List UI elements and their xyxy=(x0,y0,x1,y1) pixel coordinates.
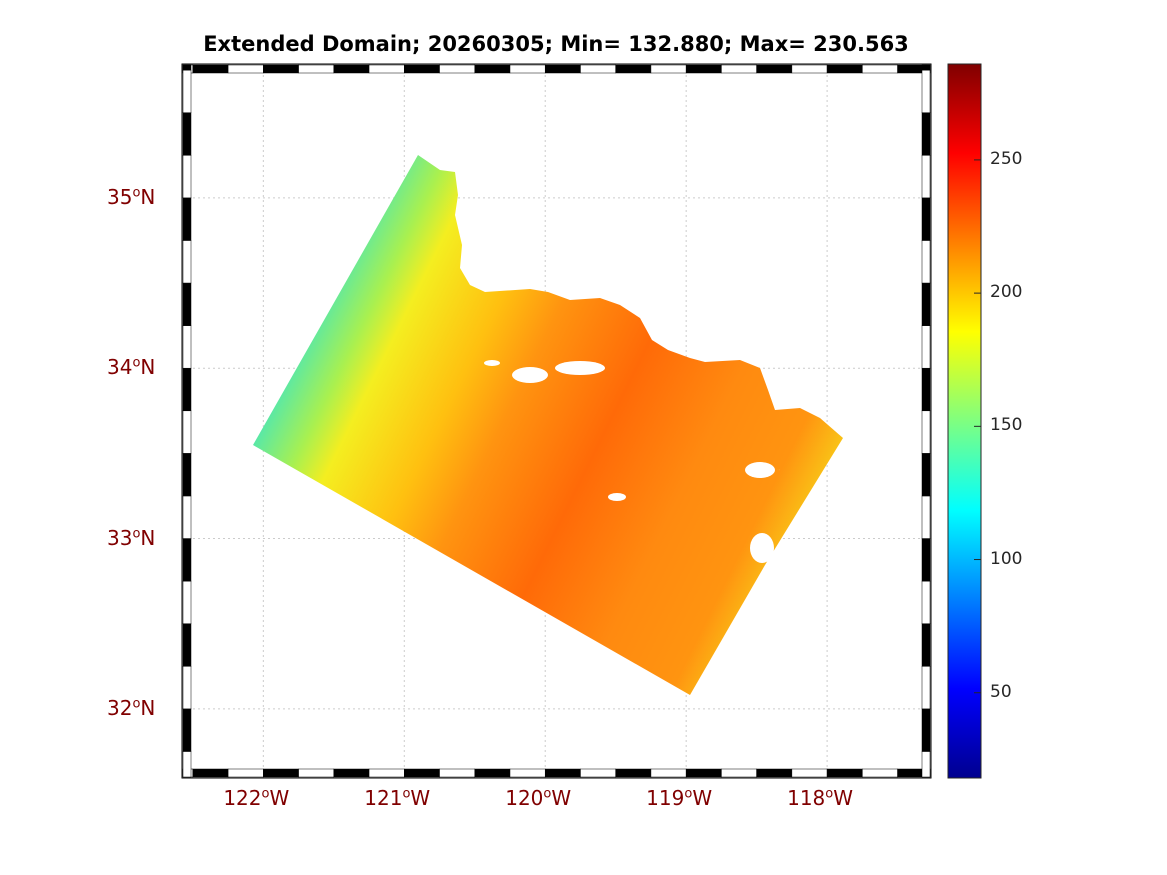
frame-segment xyxy=(182,410,192,454)
y-tick-label: 35oN xyxy=(107,184,156,209)
frame-segment xyxy=(263,64,299,74)
frame-segment xyxy=(921,495,931,539)
frame-segment xyxy=(182,708,192,752)
frame-segment xyxy=(921,453,931,497)
frame-segment xyxy=(298,768,335,778)
frame-segment xyxy=(685,768,722,778)
frame-segment xyxy=(921,708,931,752)
x-tick-label: 118oW xyxy=(787,786,854,810)
frame-segment xyxy=(615,768,652,778)
frame-segment xyxy=(333,768,370,778)
frame-segment xyxy=(298,64,335,74)
frame-segment xyxy=(182,64,192,71)
frame-segment xyxy=(921,112,931,156)
frame-segment xyxy=(756,64,793,74)
frame-segment xyxy=(404,768,440,778)
frame-segment xyxy=(580,768,616,778)
frame-segment xyxy=(580,64,616,74)
frame-segment xyxy=(368,64,405,74)
frame-segment xyxy=(509,768,546,778)
map-frame xyxy=(181,63,932,779)
frame-segment xyxy=(921,623,931,667)
frame-segment xyxy=(182,240,192,284)
frame-segment xyxy=(921,240,931,284)
frame-segment xyxy=(791,64,828,74)
frame-segment xyxy=(227,64,264,74)
frame-segment xyxy=(862,64,898,74)
colorbar-tick-label: 200 xyxy=(990,282,1023,303)
y-tick-label: 32oN xyxy=(107,695,156,720)
frame-segment xyxy=(182,623,192,667)
frame-segment xyxy=(921,580,931,624)
frame-segment xyxy=(826,768,863,778)
y-tick-label: 34oN xyxy=(107,355,156,380)
frame-segment xyxy=(921,666,931,710)
data-swath-south xyxy=(690,440,780,695)
frame-segment xyxy=(921,325,931,369)
frame-segment xyxy=(182,325,192,369)
frame-segment xyxy=(721,64,757,74)
frame-segment xyxy=(721,768,757,778)
frame-segment xyxy=(921,751,931,778)
frame-segment xyxy=(182,580,192,624)
frame-segment xyxy=(182,751,192,778)
frame-segment xyxy=(474,768,511,778)
frame-segment xyxy=(862,768,898,778)
frame-segment xyxy=(182,155,192,199)
frame-segment xyxy=(182,453,192,497)
frame-segment xyxy=(921,538,931,582)
frame-segment xyxy=(439,768,476,778)
frame-segment xyxy=(650,64,687,74)
colorbar-tick-label: 250 xyxy=(990,148,1023,169)
frame-segment xyxy=(826,64,863,74)
frame-segment xyxy=(921,367,931,412)
frame-segment xyxy=(650,768,687,778)
islands xyxy=(484,360,775,563)
frame-segment xyxy=(791,768,828,778)
frame-segment xyxy=(685,64,722,74)
frame-segment xyxy=(182,69,192,113)
frame-segment xyxy=(615,64,652,74)
frame-segment xyxy=(921,64,931,71)
frame-segment xyxy=(509,64,546,74)
frame-segment xyxy=(404,64,440,74)
frame-segment xyxy=(544,64,581,74)
frame-segment xyxy=(192,64,229,74)
frame-segment xyxy=(439,64,476,74)
frame-segment xyxy=(182,367,192,412)
frame-segment xyxy=(474,64,511,74)
colorbar-tick-label: 100 xyxy=(990,548,1023,569)
frame-segment xyxy=(182,538,192,582)
colorbar-ticks xyxy=(974,159,981,694)
frame-segment xyxy=(192,768,229,778)
x-tick-label: 121oW xyxy=(364,786,431,810)
frame-segment xyxy=(544,768,581,778)
frame-segment xyxy=(182,666,192,710)
frame-segment xyxy=(182,495,192,539)
frame-segment xyxy=(182,112,192,156)
chart-title: Extended Domain; 20260305; Min= 132.880;… xyxy=(203,32,909,56)
frame-segment xyxy=(756,768,793,778)
frame-segment xyxy=(921,410,931,454)
frame-segment xyxy=(921,155,931,199)
colorbar-tick-label: 50 xyxy=(990,681,1012,702)
x-tick-label: 122oW xyxy=(223,786,290,810)
frame-segment xyxy=(333,64,370,74)
frame-segment xyxy=(263,768,299,778)
x-tick-label: 119oW xyxy=(646,786,713,810)
colorbar-tick-label: 150 xyxy=(990,415,1023,436)
y-tick-label: 33oN xyxy=(107,525,156,550)
colorbar xyxy=(947,63,982,779)
x-tick-label: 120oW xyxy=(505,786,572,810)
frame-segment xyxy=(921,69,931,113)
frame-segment xyxy=(182,282,192,326)
frame-segment xyxy=(368,768,405,778)
frame-segment xyxy=(227,768,264,778)
frame-segment xyxy=(921,282,931,326)
data-swath xyxy=(253,155,843,695)
frame-segment xyxy=(921,197,931,241)
frame-segment xyxy=(182,197,192,241)
